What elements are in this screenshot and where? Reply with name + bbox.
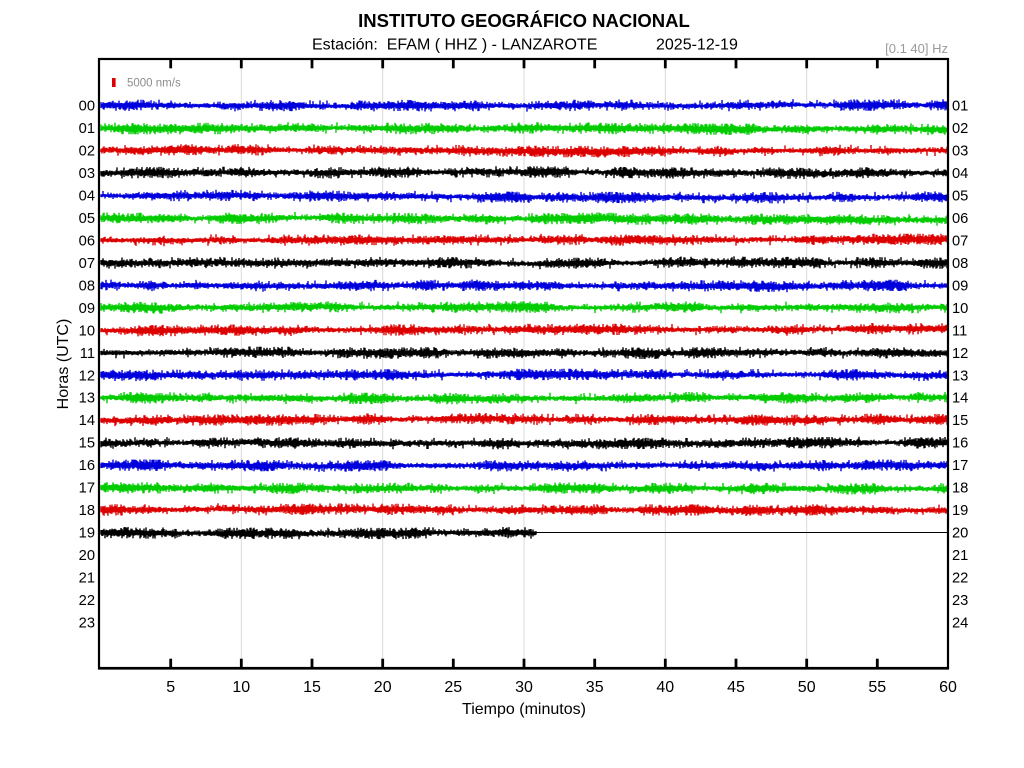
svg-text:21: 21 — [952, 548, 968, 564]
svg-text:18: 18 — [952, 481, 968, 497]
svg-text:12: 12 — [79, 368, 95, 384]
svg-text:09: 09 — [952, 278, 968, 294]
svg-text:15: 15 — [952, 413, 968, 429]
svg-text:11: 11 — [80, 346, 95, 362]
svg-text:16: 16 — [952, 436, 968, 452]
svg-text:[0.1 40] Hz: [0.1 40] Hz — [885, 41, 948, 56]
svg-text:5: 5 — [166, 679, 175, 696]
svg-text:07: 07 — [79, 256, 95, 272]
svg-text:Tiempo (minutos): Tiempo (minutos) — [462, 701, 586, 718]
svg-text:2025-12-19: 2025-12-19 — [656, 37, 738, 54]
svg-text:17: 17 — [952, 458, 968, 474]
svg-text:02: 02 — [79, 144, 95, 160]
svg-text:22: 22 — [952, 571, 968, 587]
svg-text:21: 21 — [79, 571, 95, 587]
svg-text:INSTITUTO GEOGRÁFICO NACIONAL: INSTITUTO GEOGRÁFICO NACIONAL — [358, 10, 690, 31]
svg-text:20: 20 — [952, 526, 968, 542]
svg-text:19: 19 — [952, 503, 968, 519]
svg-text:08: 08 — [79, 278, 95, 294]
svg-text:23: 23 — [79, 616, 95, 632]
svg-text:60: 60 — [939, 679, 957, 696]
svg-text:00: 00 — [79, 99, 95, 115]
svg-text:03: 03 — [952, 144, 968, 160]
svg-text:12: 12 — [952, 346, 968, 362]
svg-text:03: 03 — [79, 166, 95, 182]
svg-text:30: 30 — [515, 679, 533, 696]
svg-text:35: 35 — [586, 679, 604, 696]
svg-text:5000 nm/s: 5000 nm/s — [127, 78, 181, 90]
svg-text:23: 23 — [952, 593, 968, 609]
svg-text:05: 05 — [952, 188, 968, 204]
svg-text:14: 14 — [952, 391, 968, 407]
svg-text:10: 10 — [232, 679, 250, 696]
svg-text:08: 08 — [952, 256, 968, 272]
svg-text:50: 50 — [798, 679, 816, 696]
svg-text:01: 01 — [79, 121, 95, 137]
svg-text:04: 04 — [79, 188, 95, 204]
svg-text:10: 10 — [952, 301, 968, 317]
svg-text:20: 20 — [374, 679, 392, 696]
svg-text:15: 15 — [303, 679, 321, 696]
svg-text:40: 40 — [656, 679, 674, 696]
svg-text:55: 55 — [868, 679, 886, 696]
svg-text:24: 24 — [952, 616, 968, 632]
svg-text:07: 07 — [952, 233, 968, 249]
svg-text:Estación: EFAM ( HHZ ) - LANZ: Estación: EFAM ( HHZ ) - LANZAROTE — [312, 37, 597, 54]
svg-text:09: 09 — [79, 301, 95, 317]
svg-text:05: 05 — [79, 211, 95, 227]
svg-text:Horas (UTC): Horas (UTC) — [55, 319, 72, 410]
svg-text:16: 16 — [79, 458, 95, 474]
svg-text:14: 14 — [79, 413, 95, 429]
svg-text:45: 45 — [727, 679, 745, 696]
svg-text:13: 13 — [79, 391, 95, 407]
svg-text:15: 15 — [79, 436, 95, 452]
svg-text:02: 02 — [952, 121, 968, 137]
svg-text:20: 20 — [79, 548, 95, 564]
svg-text:17: 17 — [79, 481, 95, 497]
svg-text:06: 06 — [952, 211, 968, 227]
svg-text:04: 04 — [952, 166, 968, 182]
svg-text:18: 18 — [79, 503, 95, 519]
svg-text:19: 19 — [79, 526, 95, 542]
svg-text:10: 10 — [79, 323, 95, 339]
svg-text:13: 13 — [952, 368, 968, 384]
svg-text:11: 11 — [952, 323, 967, 339]
svg-text:06: 06 — [79, 233, 95, 249]
svg-text:22: 22 — [79, 593, 95, 609]
svg-text:25: 25 — [444, 679, 462, 696]
svg-text:01: 01 — [952, 99, 968, 115]
